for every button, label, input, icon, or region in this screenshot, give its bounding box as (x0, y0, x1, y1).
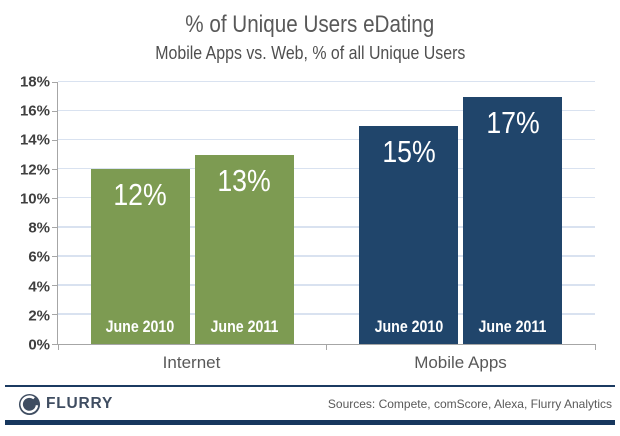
gridline (58, 196, 595, 199)
y-axis-tick (52, 197, 58, 199)
flurry-logo-text: FLURRY (46, 395, 114, 412)
y-axis-tick (52, 139, 58, 141)
y-tick-label: 2% (28, 307, 50, 325)
x-axis-tick (594, 344, 596, 350)
gridline (58, 226, 595, 228)
bar-group: 15% June 2010 17% June 2011 (327, 82, 596, 344)
bar-value-label: 13% (217, 162, 271, 198)
flurry-circle-icon (18, 393, 41, 415)
bar-period-label: June 2011 (210, 318, 279, 336)
bar: 15% June 2010 (359, 125, 459, 344)
bar-value-label: 15% (382, 133, 436, 169)
x-category-label: Mobile Apps (414, 353, 507, 372)
y-tick-label: 12% (19, 161, 50, 179)
bar-value-label: 17% (486, 104, 540, 140)
bar-period-label: June 2010 (105, 318, 175, 336)
bar-period-label: June 2010 (374, 318, 444, 336)
x-axis-tick (326, 344, 327, 350)
plot-area: 12% June 2010 13% June 2011 15% June 2010 17% J… (52, 80, 596, 350)
y-tick-label: 14% (19, 131, 50, 149)
gridline (58, 284, 595, 286)
y-tick-label: 0% (28, 336, 50, 354)
bar-period-label: June 2011 (478, 318, 547, 336)
bar: 12% June 2010 (90, 169, 190, 344)
bar-value-label: 12% (113, 177, 167, 213)
chart-title-text: % of Unique Users eDating (185, 11, 435, 38)
y-axis-tick (52, 343, 58, 345)
y-tick-label: 18% (19, 73, 50, 91)
y-axis-labels: 0% 2% 4% 6% 8% 10% 12% 14% 16% 18% (0, 75, 50, 353)
flurry-logo: FLURRY (18, 392, 113, 416)
x-axis-category-labels: Internet Mobile Apps (57, 353, 595, 373)
y-axis-tick (52, 110, 58, 112)
y-tick-label: 6% (28, 248, 50, 266)
y-axis-tick (52, 81, 58, 83)
y-tick-label: 8% (28, 219, 50, 237)
sources-text: Sources: Compete, comScore, Alexa, Flurr… (327, 397, 612, 411)
y-axis-tick (52, 314, 58, 316)
footer-top-rule (5, 385, 615, 387)
x-category-label: Internet (162, 353, 221, 372)
y-axis-tick (52, 168, 58, 170)
bar: 17% June 2011 (463, 96, 563, 344)
y-tick-label: 16% (19, 102, 50, 120)
bar: 13% June 2011 (194, 154, 294, 344)
chart-subtitle: Mobile Apps vs. Web, % of all Unique Use… (0, 41, 620, 64)
gridline (58, 167, 595, 170)
y-axis-tick (52, 227, 58, 229)
gridline (58, 138, 595, 141)
bar-group: 12% June 2010 13% June 2011 (58, 82, 327, 344)
y-axis-tick (52, 256, 58, 258)
y-tick-label: 10% (19, 190, 50, 208)
footer-bottom-rule (5, 420, 615, 425)
x-axis-tick (57, 344, 59, 350)
chart-title: % of Unique Users eDating (0, 11, 620, 39)
y-axis-tick (52, 285, 58, 287)
gridline (58, 313, 595, 315)
gridline (58, 109, 595, 112)
y-tick-label: 4% (28, 278, 50, 296)
gridline (58, 80, 595, 82)
gridline (58, 255, 595, 257)
chart-subtitle-text: Mobile Apps vs. Web, % of all Unique Use… (154, 42, 466, 63)
bar-groups: 12% June 2010 13% June 2011 15% June 2010 17% J… (58, 82, 595, 344)
